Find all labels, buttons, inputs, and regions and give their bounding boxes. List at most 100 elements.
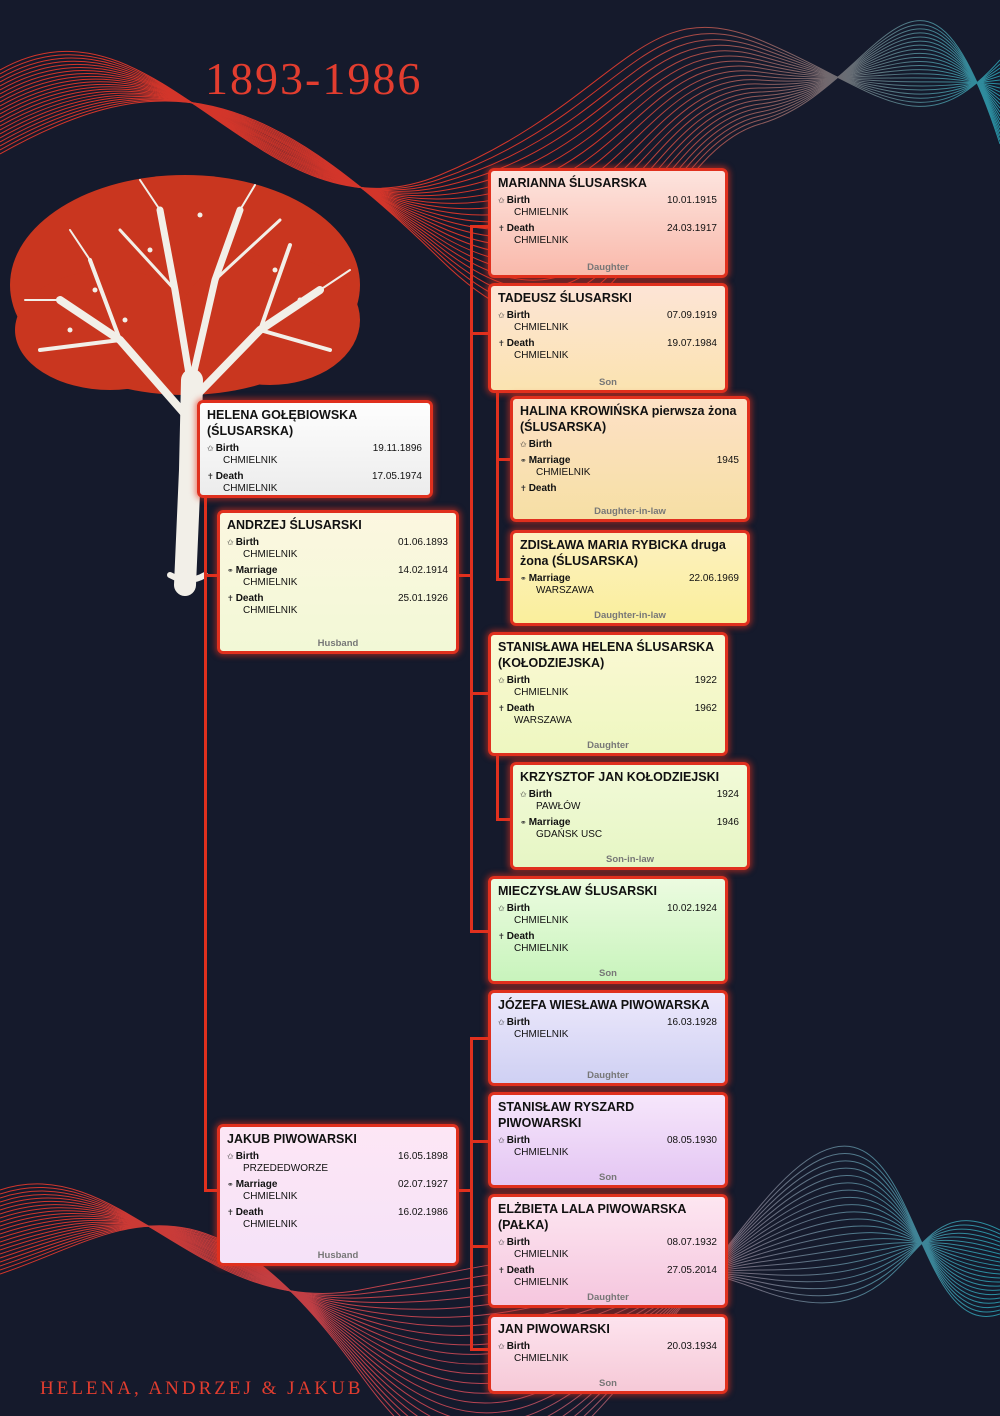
person-card[interactable]: JÓZEFA WIESŁAWA PIWOWARSKA ✩ Birth 16.03.19… (488, 990, 728, 1086)
marriage-icon: ⚭ (520, 456, 527, 465)
wave-line (0, 33, 1000, 190)
event-date: 20.03.1934 (666, 1341, 717, 1352)
death-icon: ✝ (498, 1266, 505, 1275)
event-row: ✩ Birth 19.11.1896 CHMIELNIK (207, 443, 424, 467)
event-date: 1922 (694, 675, 717, 686)
person-name: ZDISŁAWA MARIA RYBICKA druga żona (ŚLUSA… (520, 538, 726, 568)
event-date: 1962 (694, 703, 717, 714)
event-label: Birth (235, 537, 260, 548)
connector-line (496, 578, 512, 581)
person-card[interactable]: KRZYSZTOF JAN KOŁODZIEJSKI ✩ Birth 1924 PAWŁ… (510, 762, 750, 870)
wave-line (0, 1160, 1000, 1416)
event-date: 16.02.1986 (397, 1207, 448, 1218)
person-card[interactable]: HALINA KROWIŃSKA pierwsza żona (ŚLUSARSK… (510, 396, 750, 522)
person-card[interactable]: ELŻBIETA LALA PIWOWARSKA (PAŁKA) ✩ Birth 08… (488, 1194, 728, 1308)
event-date: 16.03.1928 (666, 1017, 717, 1028)
person-card[interactable]: MIECZYSŁAW ŚLUSARSKI ✩ Birth 10.02.1924 CHMI… (488, 876, 728, 984)
event-row: ⚭ Marriage 1946 GDAŃSK USC (520, 817, 741, 841)
person-card[interactable]: ZDISŁAWA MARIA RYBICKA druga żona (ŚLUSA… (510, 530, 750, 626)
event-label: Death (506, 1265, 535, 1276)
person-name: KRZYSZTOF JAN KOŁODZIEJSKI (520, 770, 720, 784)
connector-line (496, 818, 512, 821)
event-row: ✝ Death 24.03.1917 CHMIELNIK (498, 223, 719, 247)
event-label: Death (506, 703, 535, 714)
event-place: WARSZAWA (536, 585, 594, 596)
relationship-label: Son (599, 968, 617, 979)
wave-line (0, 1167, 1000, 1416)
marriage-icon: ⚭ (520, 574, 527, 583)
event-place: CHMIELNIK (514, 1249, 569, 1260)
event-date: 08.05.1930 (666, 1135, 717, 1146)
event-place: CHMIELNIK (536, 467, 591, 478)
event-date: 27.05.2014 (666, 1265, 717, 1276)
event-place: WARSZAWA (514, 715, 572, 726)
connector-line (470, 1348, 490, 1351)
event-date: 19.11.1896 (372, 443, 422, 454)
event-date: 1945 (716, 455, 739, 466)
person-card[interactable]: STANISŁAW RYSZARD PIWOWARSKI ✩ Birth 08.05.… (488, 1092, 728, 1188)
person-card[interactable]: JAN PIWOWARSKI ✩ Birth 20.03.1934 CHMIELNIK S… (488, 1314, 728, 1394)
birth-icon: ✩ (498, 676, 505, 685)
connector-line (470, 930, 490, 933)
event-label: Death (215, 471, 244, 482)
person-name: STANISŁAWA HELENA ŚLUSARSKA (KOŁODZIEJSK… (498, 640, 714, 670)
event-place: CHMIELNIK (243, 1191, 298, 1202)
person-card[interactable]: HELENA GOŁĘBIOWSKA (ŚLUSARSKA) ✩ Birth 19.1… (197, 400, 433, 498)
event-date: 22.06.1969 (688, 573, 739, 584)
connector-line (496, 380, 499, 580)
connector-line (470, 1245, 490, 1248)
event-place: CHMIELNIK (514, 1277, 569, 1288)
connector-line (470, 1140, 490, 1143)
birth-icon: ✩ (520, 440, 527, 449)
event-row: ⚭ Marriage 14.02.1914 CHMIELNIK (227, 565, 450, 589)
relationship-label: Son-in-law (605, 854, 655, 865)
event-row: ⚭ Marriage 1945 CHMIELNIK (520, 455, 741, 479)
event-date: 1946 (716, 817, 739, 828)
event-row: ✩ Birth 08.05.1930 CHMIELNIK (498, 1135, 719, 1159)
connector-line (470, 692, 490, 695)
person-name: MIECZYSŁAW ŚLUSARSKI (498, 884, 658, 898)
connector-line (456, 1189, 472, 1192)
person-card[interactable]: STANISŁAWA HELENA ŚLUSARSKA (KOŁODZIEJSK… (488, 632, 728, 756)
person-card[interactable]: JAKUB PIWOWARSKI ✩ Birth 16.05.1898 PRZEDEDW… (217, 1124, 459, 1266)
event-place: GDAŃSK USC (536, 829, 603, 840)
event-row: ⚭ Marriage 02.07.1927 CHMIELNIK (227, 1179, 450, 1203)
event-date: 10.02.1924 (666, 903, 717, 914)
person-card[interactable]: ANDRZEJ ŚLUSARSKI ✩ Birth 01.06.1893 CHMIELN… (217, 510, 459, 654)
person-card[interactable]: TADEUSZ ŚLUSARSKI ✩ Birth 07.09.1919 CHMIELN… (488, 283, 728, 393)
birth-icon: ✩ (520, 790, 527, 799)
event-row: ✩ Birth 16.05.1898 PRZEDEDWORZE (227, 1151, 450, 1175)
person-name: TADEUSZ ŚLUSARSKI (498, 291, 632, 305)
wave-line (0, 1152, 1000, 1416)
event-label: Death (528, 483, 557, 494)
death-icon: ✝ (227, 1208, 234, 1217)
event-place: CHMIELNIK (514, 943, 569, 954)
event-label: Marriage (528, 573, 571, 584)
relationship-label: Husband (317, 1250, 359, 1261)
event-label: Marriage (235, 565, 278, 576)
event-label: Birth (528, 789, 553, 800)
event-row: ✩ Birth 07.09.1919 CHMIELNIK (498, 310, 719, 334)
event-label: Death (506, 338, 535, 349)
event-place: CHMIELNIK (514, 915, 569, 926)
person-name: JÓZEFA WIESŁAWA PIWOWARSKA (498, 998, 710, 1012)
relationship-label: Daughter (587, 740, 629, 751)
event-place: CHMIELNIK (514, 1029, 569, 1040)
connector-line (470, 1037, 490, 1040)
event-place: CHMIELNIK (514, 687, 569, 698)
event-place: CHMIELNIK (243, 549, 298, 560)
event-row: ✝ Death 16.02.1986 CHMIELNIK (227, 1207, 450, 1231)
person-card[interactable]: MARIANNA ŚLUSARSKA ✩ Birth 10.01.1915 CHMIEL… (488, 168, 728, 278)
event-place: CHMIELNIK (243, 605, 298, 616)
footer-names: HELENA, ANDRZEJ & JAKUB (40, 1378, 364, 1399)
person-name: STANISŁAW RYSZARD PIWOWARSKI (498, 1100, 635, 1130)
tree-illustration (10, 175, 360, 596)
connector-line (470, 332, 490, 335)
event-date: 25.01.1926 (397, 593, 448, 604)
death-icon: ✝ (498, 224, 505, 233)
event-place: CHMIELNIK (514, 1353, 569, 1364)
event-place: PRZEDEDWORZE (243, 1163, 328, 1174)
years-title: 1893-1986 (205, 53, 423, 104)
event-label: Death (506, 223, 535, 234)
event-date: 10.01.1915 (666, 195, 717, 206)
